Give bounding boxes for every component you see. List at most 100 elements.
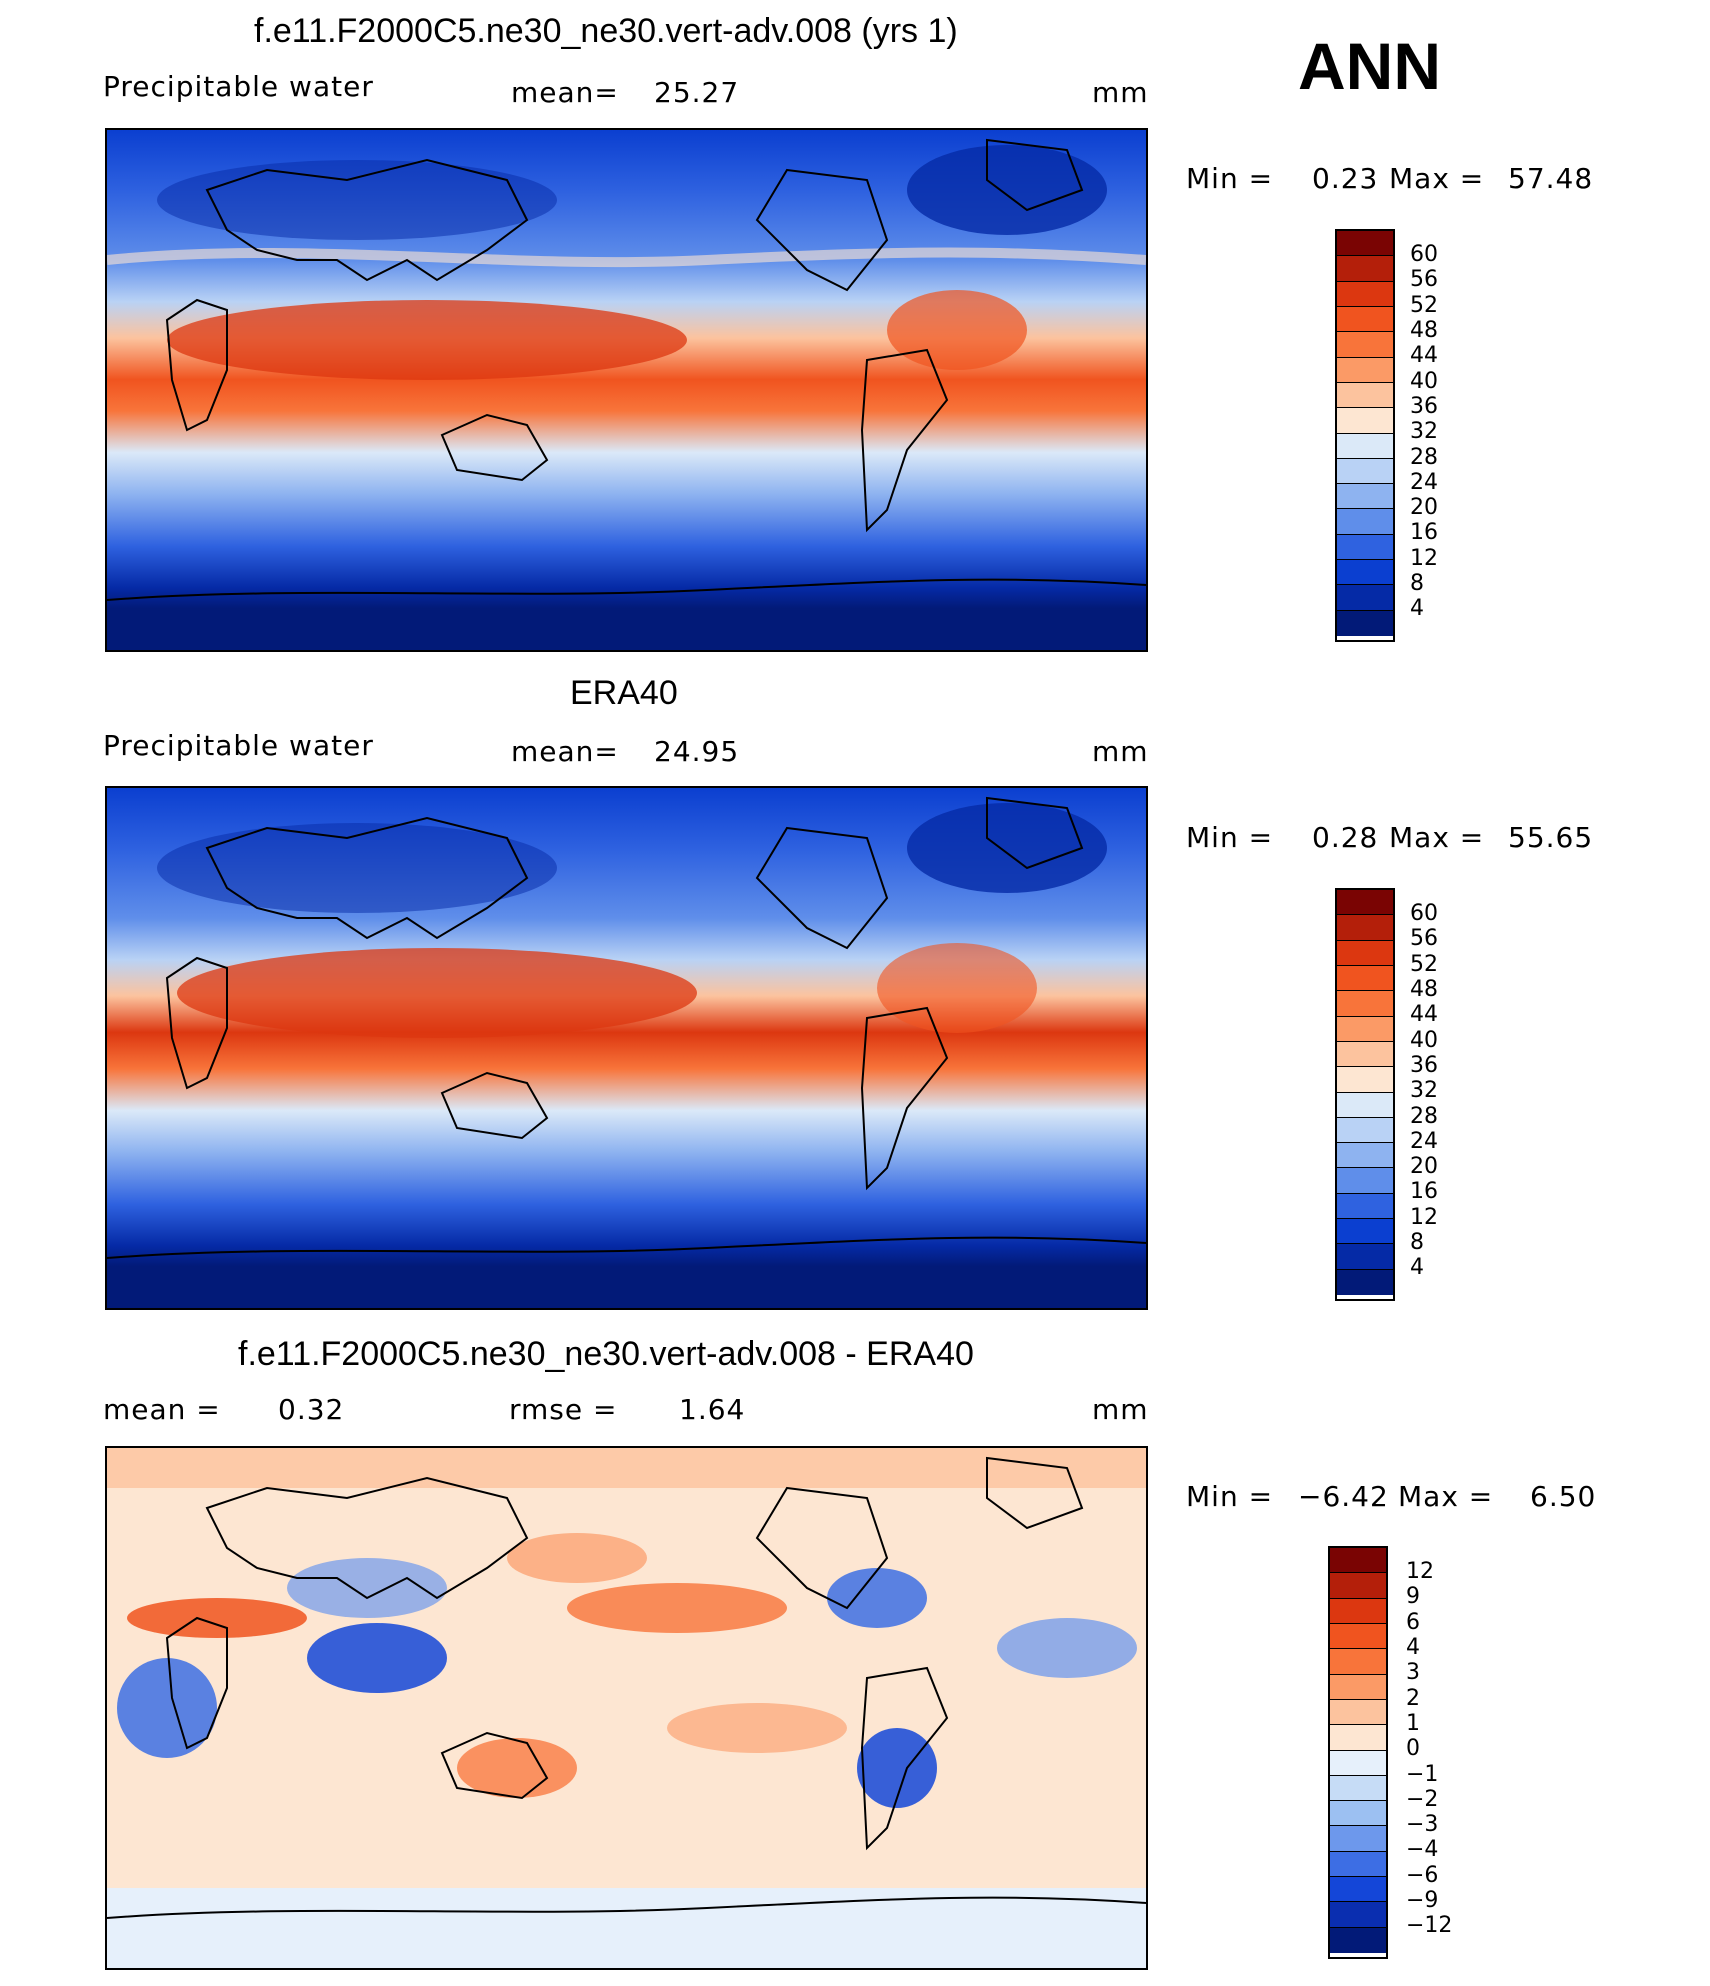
colorbar-tick-label: −1 [1406, 1761, 1439, 1787]
colorbar-tick-label: 20 [1410, 495, 1438, 521]
colorbar-tick-label: 20 [1410, 1154, 1438, 1180]
colorbar-tick-label: 3 [1406, 1660, 1420, 1686]
colorbar-tick-label: 12 [1410, 545, 1438, 571]
panel2-colorbar-labels: 60 56 52 48 44 40 36 32 28 24 20 16 12 8 4 [1410, 901, 1438, 1281]
colorbar-swatch [1337, 382, 1393, 409]
colorbar-swatch [1337, 1269, 1393, 1295]
panel1-units: mm [1092, 76, 1149, 109]
colorbar-tick-label: 48 [1410, 317, 1438, 343]
season-label: ANN [1298, 29, 1441, 103]
colorbar-tick-label: 24 [1410, 469, 1438, 495]
colorbar-tick-label: 2 [1406, 1685, 1420, 1711]
colorbar-swatch [1337, 991, 1393, 1017]
colorbar-tick-label: 44 [1410, 1002, 1438, 1028]
panel1-min-label: Min = [1186, 162, 1274, 195]
panel3-mean-label: mean = [103, 1393, 221, 1426]
panel3-rmse-label: rmse = [509, 1393, 618, 1426]
colorbar-swatch [1330, 1623, 1386, 1650]
panel3-map [105, 1446, 1148, 1970]
colorbar-tick-label: 6 [1406, 1609, 1420, 1635]
panel1-mean-value: 25.27 [654, 76, 740, 109]
panel3-colorbar [1328, 1546, 1388, 1959]
colorbar-tick-label: 60 [1410, 901, 1438, 926]
panel3-max-label: Max = [1398, 1480, 1494, 1513]
panel2-mean-value: 24.95 [654, 735, 740, 768]
panel3-units: mm [1092, 1393, 1149, 1426]
colorbar-tick-label: 4 [1410, 596, 1424, 622]
panel1-mean-label: mean= [511, 76, 619, 109]
colorbar-tick-label: 8 [1410, 571, 1424, 597]
colorbar-tick-label: 0 [1406, 1736, 1420, 1762]
colorbar-swatch [1337, 890, 1393, 916]
colorbar-swatch [1337, 940, 1393, 966]
colorbar-swatch [1337, 1168, 1393, 1194]
panel2-mean-label: mean= [511, 735, 619, 768]
colorbar-swatch [1337, 1067, 1393, 1093]
colorbar-tick-label: 12 [1410, 1204, 1438, 1230]
colorbar-swatch [1337, 1143, 1393, 1169]
panel3-colorbar-labels: 12 9 6 4 3 2 1 0 −1 −2 −3 −4 −6 −9 −12 [1406, 1559, 1452, 1939]
colorbar-tick-label: −12 [1406, 1913, 1453, 1939]
colorbar-swatch [1337, 1041, 1393, 1068]
colorbar-tick-label: 32 [1410, 419, 1438, 445]
colorbar-swatch [1337, 458, 1393, 485]
panel2-title: ERA40 [570, 674, 678, 712]
panel3-min-value: −6.42 [1298, 1480, 1389, 1513]
colorbar-swatch [1330, 1902, 1386, 1928]
panel1-colorbar [1335, 229, 1395, 642]
colorbar-tick-label: 4 [1406, 1634, 1420, 1660]
colorbar-tick-label: 16 [1410, 520, 1438, 546]
colorbar-tick-label: 60 [1410, 242, 1438, 267]
colorbar-swatch [1337, 1244, 1393, 1270]
colorbar-swatch [1330, 1877, 1386, 1903]
colorbar-tick-label: 44 [1410, 343, 1438, 369]
panel2-units: mm [1092, 735, 1149, 768]
colorbar-swatch [1337, 1193, 1393, 1220]
colorbar-swatch [1337, 915, 1393, 941]
colorbar-swatch [1330, 1851, 1386, 1878]
colorbar-tick-label: 56 [1410, 926, 1438, 952]
colorbar-swatch [1337, 433, 1393, 459]
colorbar-tick-label: 24 [1410, 1128, 1438, 1154]
colorbar-swatch [1330, 1750, 1386, 1776]
colorbar-tick-label: 8 [1410, 1230, 1424, 1256]
colorbar-swatch [1337, 965, 1393, 992]
colorbar-swatch [1330, 1548, 1386, 1574]
panel2-min-value: 0.28 [1312, 821, 1379, 854]
panel3-min-label: Min = [1186, 1480, 1274, 1513]
colorbar-swatch [1337, 256, 1393, 282]
panel2-colorbar [1335, 888, 1395, 1301]
colorbar-swatch [1330, 1598, 1386, 1624]
colorbar-tick-label: 52 [1410, 292, 1438, 318]
panel3-max-value: 6.50 [1530, 1480, 1597, 1513]
colorbar-tick-label: 1 [1406, 1710, 1420, 1736]
colorbar-tick-label: 28 [1410, 444, 1438, 470]
colorbar-swatch [1330, 1826, 1386, 1852]
colorbar-tick-label: −6 [1406, 1862, 1439, 1888]
colorbar-tick-label: 12 [1406, 1559, 1434, 1584]
colorbar-swatch [1337, 1016, 1393, 1042]
colorbar-swatch [1330, 1725, 1386, 1751]
colorbar-swatch [1337, 1092, 1393, 1118]
panel3-rmse-value: 1.64 [679, 1393, 746, 1426]
colorbar-swatch [1337, 357, 1393, 383]
colorbar-tick-label: 4 [1410, 1255, 1424, 1281]
panel2-min-label: Min = [1186, 821, 1274, 854]
panel2-max-value: 55.65 [1508, 821, 1594, 854]
colorbar-swatch [1337, 332, 1393, 358]
colorbar-swatch [1330, 1674, 1386, 1700]
colorbar-tick-label: −3 [1406, 1812, 1439, 1838]
colorbar-tick-label: −2 [1406, 1786, 1439, 1812]
colorbar-tick-label: 56 [1410, 267, 1438, 293]
colorbar-tick-label: 16 [1410, 1179, 1438, 1205]
colorbar-swatch [1330, 1699, 1386, 1726]
colorbar-swatch [1337, 534, 1393, 561]
colorbar-tick-label: −9 [1406, 1888, 1439, 1914]
colorbar-swatch [1337, 1117, 1393, 1144]
colorbar-tick-label: 40 [1410, 368, 1438, 394]
colorbar-tick-label: 9 [1406, 1584, 1420, 1610]
colorbar-swatch [1337, 408, 1393, 434]
colorbar-swatch [1330, 1775, 1386, 1802]
colorbar-swatch [1337, 585, 1393, 611]
panel1-colorbar-labels: 60 56 52 48 44 40 36 32 28 24 20 16 12 8 4 [1410, 242, 1438, 622]
